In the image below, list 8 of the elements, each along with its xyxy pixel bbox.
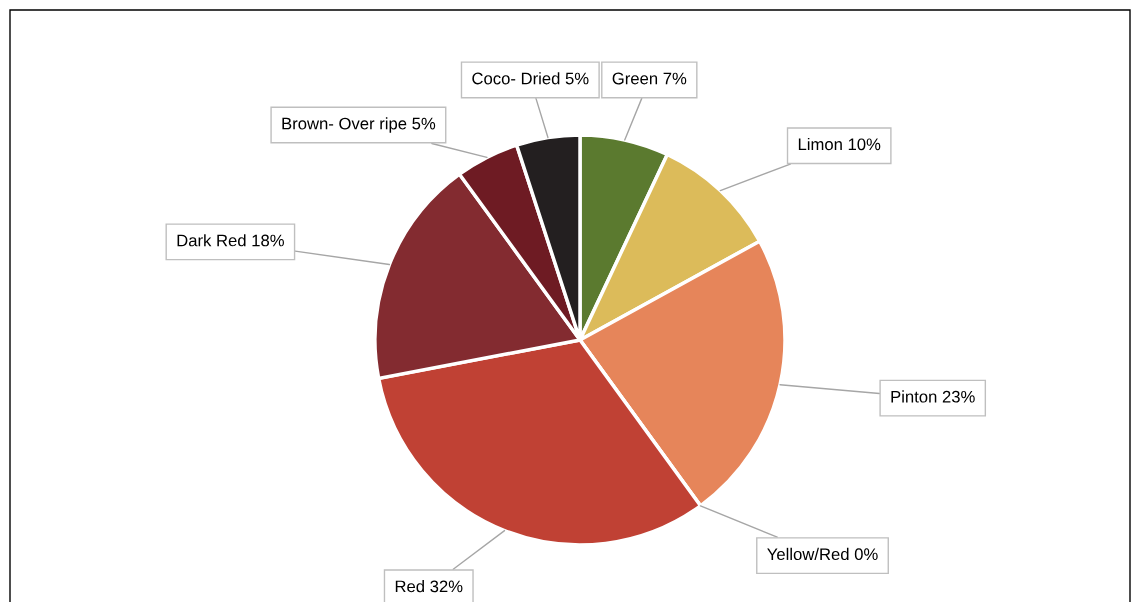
category-label: Yellow/Red 0% — [767, 547, 878, 561]
slice-label: Pinton 23% — [891, 390, 975, 403]
slice-label: Brown- Over ripe 5% — [282, 117, 436, 133]
slice-label: Green 7% — [612, 72, 687, 85]
slice-label: Limon 10% — [798, 137, 881, 151]
slice-label: Coco- Dried 5% — [472, 72, 589, 85]
slice-label: Dark Red 18% — [177, 234, 284, 247]
slice-label: Red 32% — [395, 580, 463, 593]
